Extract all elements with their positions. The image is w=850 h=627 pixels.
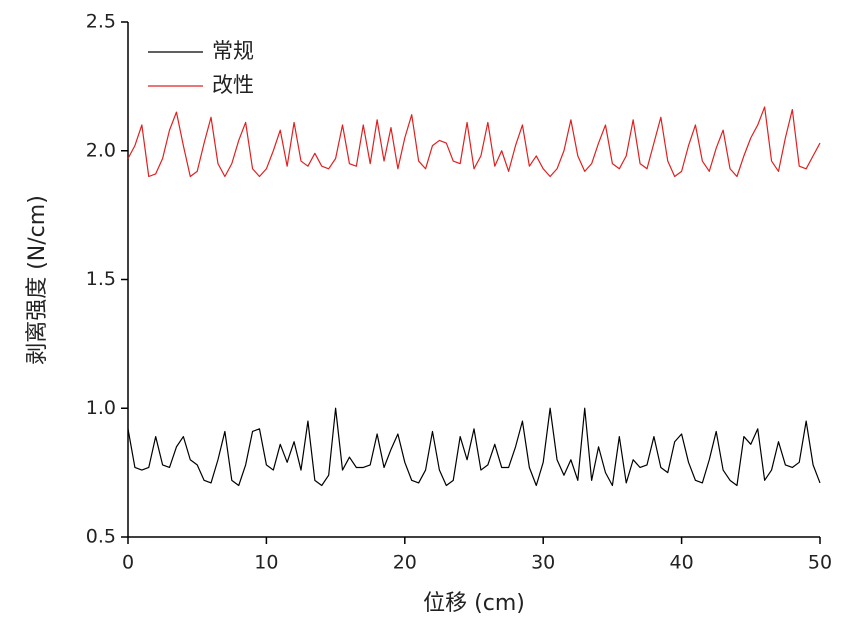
y-tick-label: 2.0	[86, 139, 116, 161]
series-line	[127, 106, 821, 178]
y-tick-label: 2.5	[86, 11, 116, 33]
y-tick-label: 1.0	[86, 397, 116, 419]
y-tick-label: 0.5	[86, 526, 116, 548]
x-tick-label: 10	[254, 552, 278, 574]
x-tick-label: 40	[670, 552, 694, 574]
legend-label: 常规	[212, 39, 254, 63]
y-tick-label: 1.5	[86, 268, 116, 290]
x-tick-label: 0	[122, 552, 134, 574]
x-axis-label: 位移 (cm)	[423, 591, 525, 616]
x-tick-label: 50	[808, 552, 832, 574]
x-tick-label: 20	[393, 552, 417, 574]
x-tick-label: 30	[531, 552, 555, 574]
legend-label: 改性	[212, 73, 254, 97]
series-line	[127, 407, 821, 487]
y-axis-label: 剥离强度 (N/cm)	[25, 195, 50, 365]
